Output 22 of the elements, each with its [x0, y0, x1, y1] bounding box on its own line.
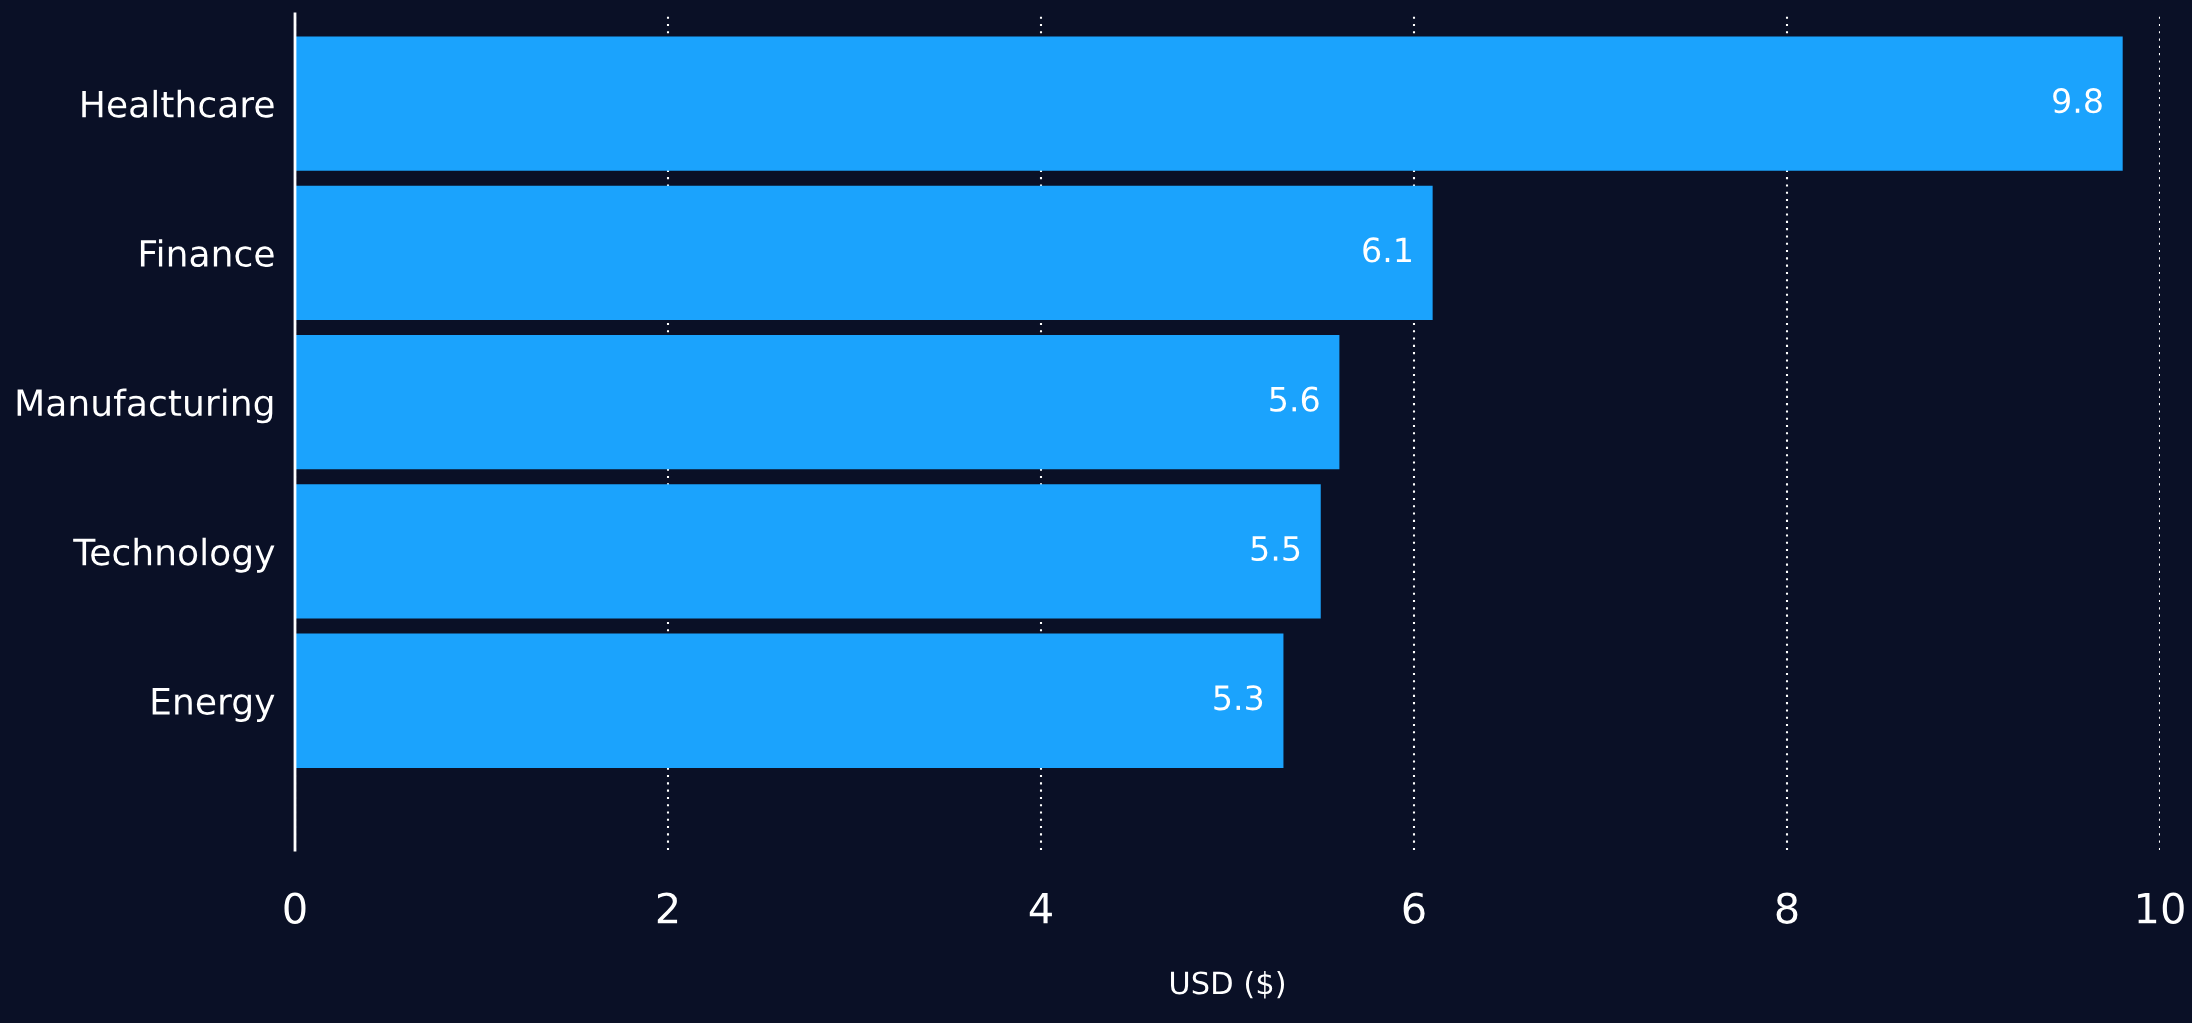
x-axis-title: USD ($) [1171, 970, 1285, 999]
bar [295, 36, 2123, 171]
data-label: 5.3 [1214, 685, 1263, 711]
x-tick-label: 4 [1029, 892, 1052, 924]
data-label: 5.5 [1251, 536, 1300, 562]
x-tick-label: 2 [657, 892, 678, 924]
bar [295, 484, 1321, 619]
x-tick-label: 0 [284, 892, 306, 924]
bar [295, 334, 1340, 470]
data-label: 5.6 [1270, 386, 1319, 412]
y-tick-label: Healthcare [82, 89, 274, 118]
y-tick-label: Energy [152, 688, 275, 722]
data-label: 6.1 [1363, 237, 1411, 263]
y-tick-label: Finance [140, 239, 274, 268]
bar [295, 633, 1284, 768]
x-tick-label: 6 [1403, 892, 1425, 924]
y-tick-label: Manufacturing [17, 388, 273, 424]
bar [295, 185, 1433, 321]
data-label: 9.8 [2053, 88, 2102, 114]
x-tick-label: 10 [2138, 892, 2184, 924]
y-tick-label: Technology [73, 537, 275, 573]
x-tick-label: 8 [1776, 892, 1798, 924]
